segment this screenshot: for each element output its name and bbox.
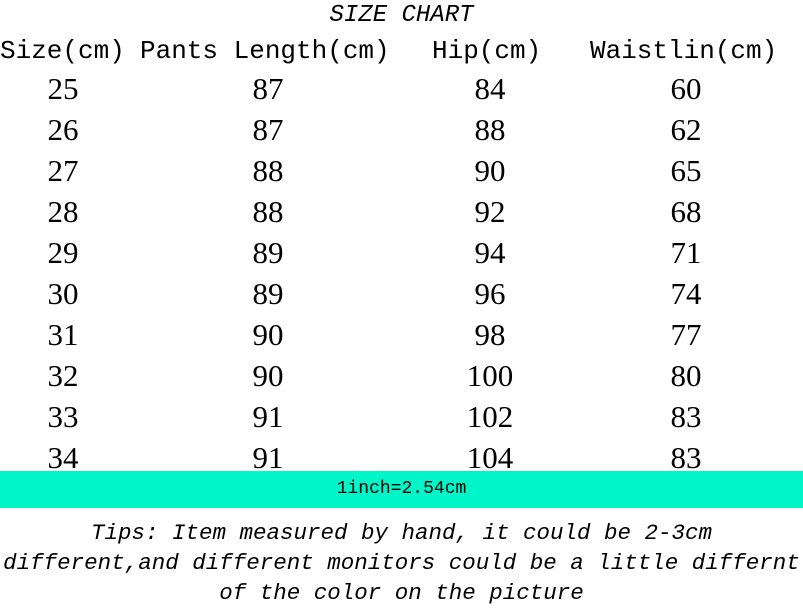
cell-hip: 98 bbox=[474, 317, 506, 352]
cell-waist: 71 bbox=[670, 235, 702, 270]
cell-size: 29 bbox=[47, 235, 79, 270]
cell-size: 27 bbox=[47, 153, 79, 188]
cell-hip: 96 bbox=[474, 276, 506, 311]
table-row: 27 88 90 65 bbox=[0, 150, 803, 191]
cell-size: 25 bbox=[47, 71, 79, 106]
cell-pants-length: 87 bbox=[252, 112, 284, 147]
cell-waist: 80 bbox=[670, 358, 702, 393]
header-size: Size(cm) bbox=[0, 36, 125, 66]
cell-pants-length: 87 bbox=[252, 71, 284, 106]
cell-hip: 92 bbox=[474, 194, 506, 229]
cell-size: 30 bbox=[47, 276, 79, 311]
table-row: 30 89 96 74 bbox=[0, 273, 803, 314]
cell-pants-length: 91 bbox=[252, 440, 284, 475]
cell-size: 31 bbox=[47, 317, 79, 352]
cell-waist: 62 bbox=[670, 112, 702, 147]
cell-pants-length: 89 bbox=[252, 235, 284, 270]
cell-hip: 84 bbox=[474, 71, 506, 106]
cell-pants-length: 88 bbox=[252, 194, 284, 229]
table-row: 25 87 84 60 bbox=[0, 68, 803, 109]
table-row: 28 88 92 68 bbox=[0, 191, 803, 232]
cell-size: 33 bbox=[47, 399, 79, 434]
cell-waist: 60 bbox=[670, 71, 702, 106]
cell-hip: 102 bbox=[466, 399, 514, 434]
cell-hip: 94 bbox=[474, 235, 506, 270]
cell-waist: 74 bbox=[670, 276, 702, 311]
cell-waist: 68 bbox=[670, 194, 702, 229]
cell-pants-length: 90 bbox=[252, 317, 284, 352]
cell-hip: 100 bbox=[466, 358, 514, 393]
cell-waist: 65 bbox=[670, 153, 702, 188]
table-row: 32 90 100 80 bbox=[0, 355, 803, 396]
header-hip: Hip(cm) bbox=[432, 36, 542, 66]
conversion-band: 1inch=2.54cm bbox=[0, 471, 803, 508]
tips-text: Tips: Item measured by hand, it could be… bbox=[3, 520, 800, 606]
cell-waist: 83 bbox=[670, 440, 702, 475]
cell-size: 28 bbox=[47, 194, 79, 229]
cell-pants-length: 88 bbox=[252, 153, 284, 188]
cell-size: 32 bbox=[47, 358, 79, 393]
table-row: 33 91 102 83 bbox=[0, 396, 803, 437]
table-row: 29 89 94 71 bbox=[0, 232, 803, 273]
cell-pants-length: 90 bbox=[252, 358, 284, 393]
cell-size: 34 bbox=[47, 440, 79, 475]
cell-size: 26 bbox=[47, 112, 79, 147]
header-pants-length: Pants Length(cm) bbox=[140, 36, 390, 66]
table-row: 31 90 98 77 bbox=[0, 314, 803, 355]
cell-waist: 83 bbox=[670, 399, 702, 434]
header-waist: Waistlin(cm) bbox=[590, 36, 778, 66]
chart-title: SIZE CHART bbox=[329, 2, 474, 29]
cell-hip: 104 bbox=[466, 440, 514, 475]
cell-pants-length: 91 bbox=[252, 399, 284, 434]
cell-hip: 88 bbox=[474, 112, 506, 147]
cell-hip: 90 bbox=[474, 153, 506, 188]
table-row: 34 91 104 83 bbox=[0, 437, 803, 478]
cell-waist: 77 bbox=[670, 317, 702, 352]
table-row: 26 87 88 62 bbox=[0, 109, 803, 150]
cell-pants-length: 89 bbox=[252, 276, 284, 311]
